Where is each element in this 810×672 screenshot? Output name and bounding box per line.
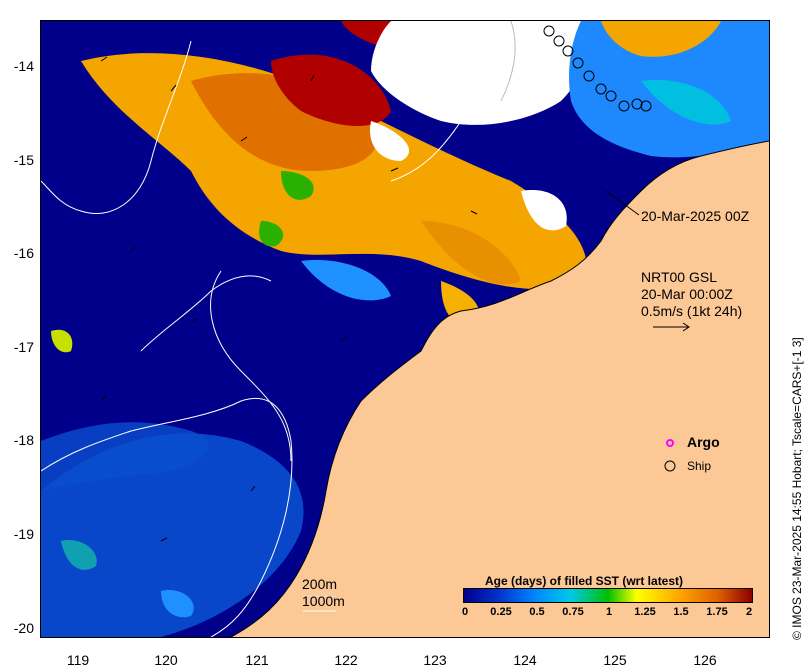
x-tick: 119: [66, 652, 90, 668]
sst-map: [41, 21, 769, 637]
y-tick: -17: [13, 339, 34, 355]
current-vectors: [100, 56, 478, 542]
map-frame: [40, 20, 770, 638]
ship-marker: [664, 460, 676, 472]
colorbar-tick: 0.25: [490, 606, 512, 618]
vector-title-1: NRT00 GSL: [641, 269, 717, 285]
legend-ship: Ship: [687, 459, 712, 473]
y-tick: -16: [13, 245, 34, 261]
sst-patch-blue: [41, 433, 304, 637]
x-tick: 123: [423, 652, 447, 668]
colorbar: [463, 588, 753, 603]
colorbar-tick: 1.75: [706, 606, 728, 618]
colorbar-title: Age (days) of filled SST (wrt latest): [485, 574, 684, 588]
argo-marker: [666, 439, 674, 447]
y-tick: -20: [13, 620, 34, 636]
no-data-area: [371, 21, 601, 125]
vector-title-2: 20-Mar 00:00Z: [641, 286, 733, 302]
x-tick: 122: [334, 652, 358, 668]
y-tick: -15: [13, 152, 34, 168]
y-tick: -18: [13, 432, 34, 448]
colorbar-tick: 0.75: [562, 606, 584, 618]
y-tick: -19: [13, 526, 34, 542]
colorbar-tick: 0: [461, 606, 469, 618]
colorbar-tick: 1: [605, 606, 613, 618]
colorbar-tick: 1.25: [634, 606, 656, 618]
colorbar-tick: 1.5: [673, 606, 689, 618]
credit-text: © IMOS 23-Mar-2025 14:55 Hobart; Tscale=…: [790, 337, 804, 640]
land-australia: [231, 141, 769, 637]
contour-200-label: 200m: [302, 576, 338, 592]
date-label: 20-Mar-2025 00Z: [641, 208, 750, 224]
sst-patch-red: [271, 54, 391, 127]
colorbar-tick: 0.5: [529, 606, 545, 618]
bathymetry-contours: [41, 21, 516, 637]
x-tick: 121: [245, 652, 269, 668]
y-tick: -14: [13, 58, 34, 74]
vector-scale-label: 0.5m/s (1kt 24h): [641, 303, 743, 319]
x-tick: 120: [154, 652, 178, 668]
x-tick: 125: [603, 652, 627, 668]
ship-track: [543, 25, 652, 112]
colorbar-tick: 2: [745, 606, 753, 618]
x-tick: 126: [693, 652, 717, 668]
contour-1000-label: 1000m: [302, 593, 345, 609]
legend-argo: Argo: [687, 434, 720, 450]
x-tick: 124: [513, 652, 537, 668]
